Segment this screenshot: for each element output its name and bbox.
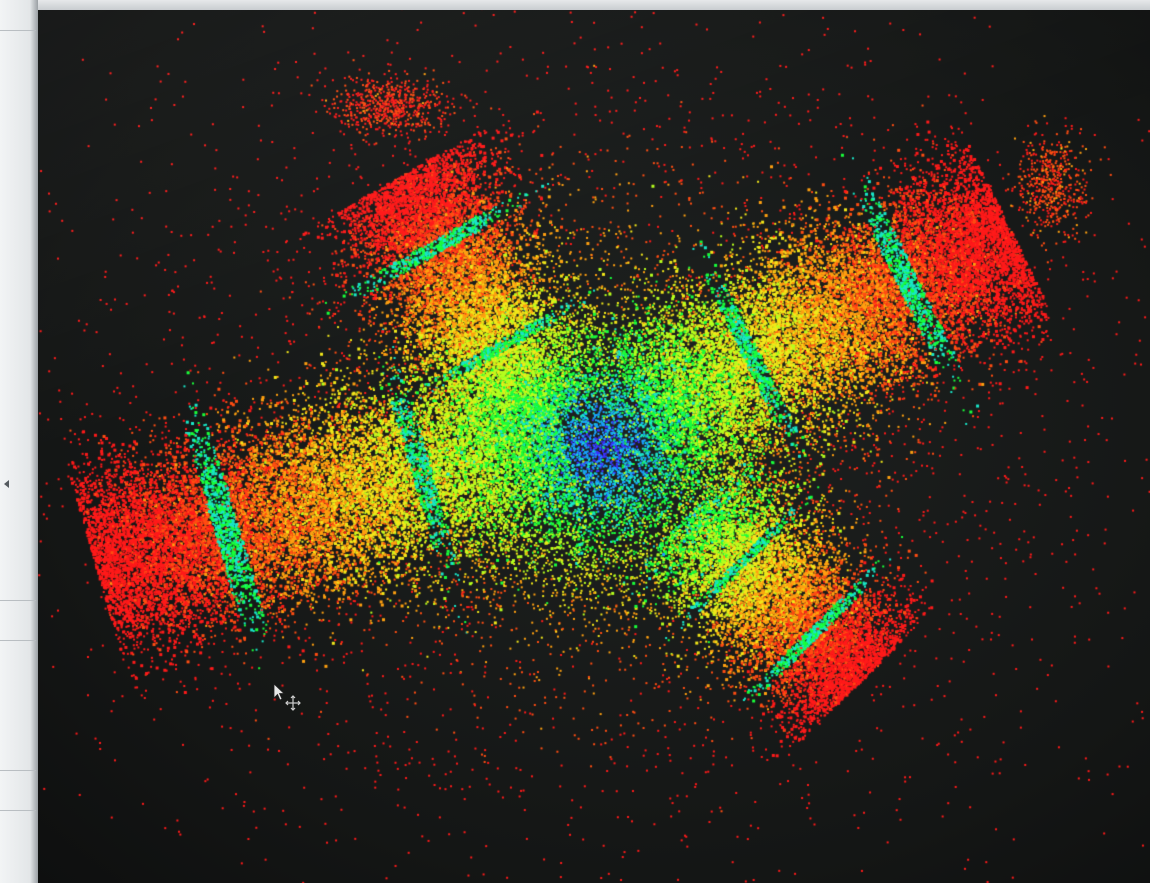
move-cross-icon bbox=[285, 695, 301, 711]
panel-divider bbox=[0, 810, 36, 811]
panel-divider bbox=[0, 770, 36, 771]
monitor-bezel bbox=[0, 0, 1150, 10]
arrow-pointer-icon bbox=[273, 683, 301, 711]
point-cloud-viewport[interactable] bbox=[38, 10, 1150, 883]
panel-divider bbox=[0, 30, 36, 31]
point-cloud-canvas[interactable] bbox=[38, 10, 1150, 883]
panel-divider bbox=[0, 640, 36, 641]
chevron-left-icon[interactable] bbox=[4, 480, 9, 488]
panel-divider bbox=[0, 600, 36, 601]
side-panel bbox=[0, 0, 38, 883]
